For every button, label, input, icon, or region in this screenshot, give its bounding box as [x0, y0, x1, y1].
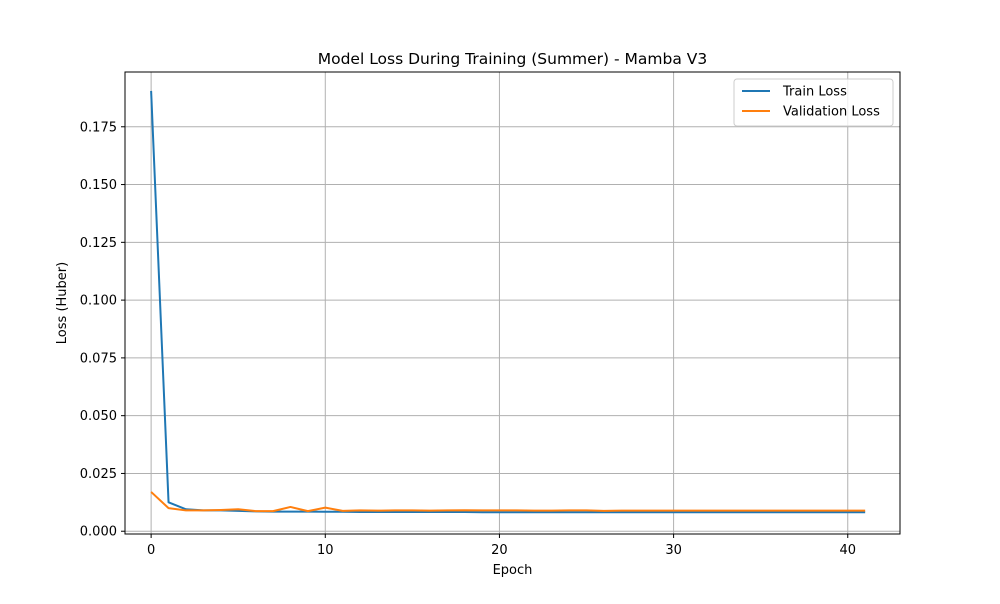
x-tick-label: 0: [147, 543, 155, 558]
legend-box: [733, 78, 894, 127]
legend-label-train: Train Loss: [782, 85, 847, 100]
y-tick-label: 0.050: [80, 409, 117, 424]
x-tick-label: 20: [491, 543, 508, 558]
y-tick-label: 0.125: [80, 236, 117, 251]
series-lines: [150, 90, 866, 514]
y-tick-label: 0.150: [80, 178, 117, 193]
plot-frame: [124, 71, 901, 535]
axis-ticks: 0 10 20 30 40 0.000 0.025 0.050 0.075 0.100 0.125 0…: [80, 120, 856, 558]
y-tick-label: 0.025: [80, 467, 117, 482]
y-tick-label: 0.175: [80, 120, 117, 135]
x-tick-label: 40: [839, 543, 856, 558]
x-axis-label: Epoch: [493, 563, 533, 578]
y-tick-label: 0.100: [80, 294, 117, 309]
legend: Train Loss Validation Loss: [733, 78, 894, 127]
y-tick-label: 0.075: [80, 351, 117, 366]
grid: [125, 72, 900, 534]
legend-label-validation: Validation Loss: [783, 105, 880, 120]
x-tick-label: 10: [317, 543, 334, 558]
chart-title: Model Loss During Training (Summer) - Ma…: [318, 50, 708, 68]
x-tick-label: 30: [665, 543, 682, 558]
y-axis-label: Loss (Huber): [55, 262, 70, 344]
y-tick-label: 0.000: [80, 525, 117, 540]
series-line-1: [150, 491, 866, 513]
